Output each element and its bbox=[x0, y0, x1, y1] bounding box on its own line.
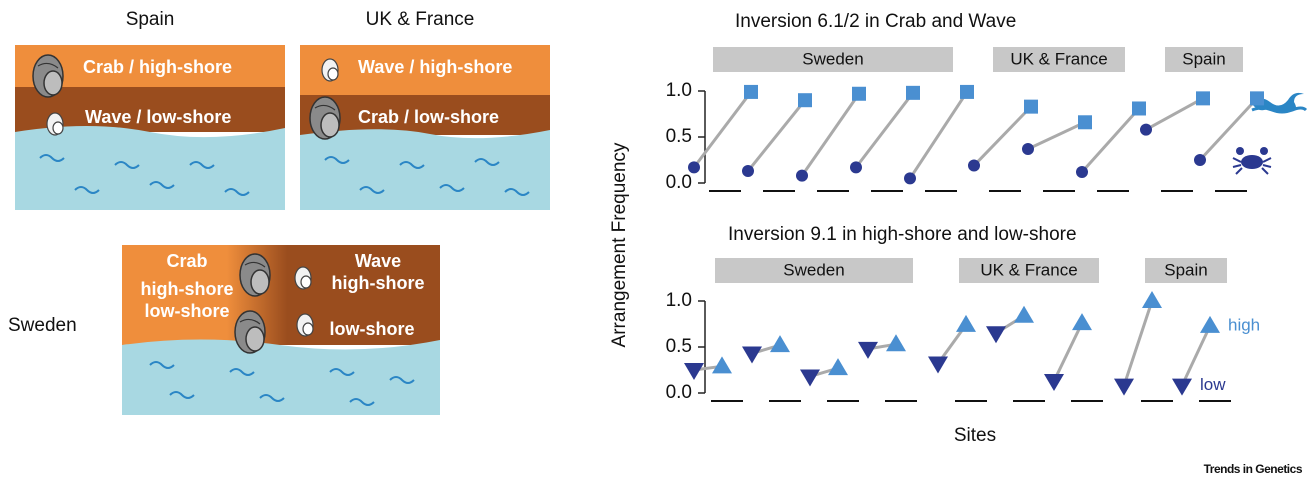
connector bbox=[1200, 98, 1257, 160]
connector bbox=[1054, 323, 1082, 381]
chart-title: Inversion 9.1 in high-shore and low-shor… bbox=[728, 224, 1077, 245]
data-point bbox=[986, 326, 1006, 343]
data-point bbox=[928, 357, 948, 374]
habitat-label: Crab / high-shore bbox=[83, 57, 232, 77]
habitat-label: Wave / high-shore bbox=[358, 57, 512, 77]
data-point bbox=[960, 85, 974, 99]
data-point bbox=[1196, 91, 1210, 105]
data-point bbox=[1200, 316, 1220, 333]
connector bbox=[974, 107, 1031, 166]
data-point bbox=[770, 335, 790, 352]
habitat-label: Wave bbox=[355, 251, 401, 271]
data-point bbox=[956, 315, 976, 332]
connector bbox=[748, 100, 805, 171]
connector bbox=[1124, 301, 1152, 386]
data-point bbox=[1172, 379, 1192, 396]
data-point bbox=[1142, 291, 1162, 308]
habitat-label: Crab bbox=[166, 251, 207, 271]
connector bbox=[1146, 98, 1203, 129]
spain-panel: Spain Crab / high-shore Wave / low-shore bbox=[15, 9, 285, 210]
data-point bbox=[1024, 100, 1038, 114]
data-point bbox=[744, 85, 758, 99]
sweden-panel: Sweden Crab high-shore low-shore Wave hi… bbox=[8, 245, 440, 415]
x-axis-label: Sites bbox=[954, 425, 996, 446]
panel-title: Sweden bbox=[8, 315, 77, 336]
y-tick-label: 1.0 bbox=[666, 290, 692, 311]
habitat-label: Crab / low-shore bbox=[358, 107, 499, 127]
data-point bbox=[712, 356, 732, 373]
connector bbox=[910, 92, 967, 178]
data-point bbox=[852, 87, 866, 101]
y-tick-label: 0.0 bbox=[666, 382, 692, 403]
data-point bbox=[906, 86, 920, 100]
group-label: Sweden bbox=[783, 260, 844, 279]
y-axis-label: Arrangement Frequency bbox=[609, 142, 630, 347]
habitat-label: low-shore bbox=[144, 301, 229, 321]
data-point bbox=[850, 161, 862, 173]
data-point bbox=[1022, 143, 1034, 155]
data-point bbox=[1044, 374, 1064, 391]
group-label: Spain bbox=[1182, 49, 1225, 68]
data-point bbox=[688, 161, 700, 173]
chart-title: Inversion 6.1/2 in Crab and Wave bbox=[735, 11, 1016, 32]
legend-label: high bbox=[1228, 315, 1260, 334]
connector bbox=[856, 93, 913, 168]
data-point bbox=[684, 363, 704, 380]
connector bbox=[694, 92, 751, 167]
data-point bbox=[1132, 101, 1146, 115]
y-tick-label: 1.0 bbox=[666, 80, 692, 101]
habitat-label: low-shore bbox=[329, 319, 414, 339]
connector bbox=[1028, 122, 1085, 149]
data-point bbox=[968, 160, 980, 172]
data-point bbox=[1114, 379, 1134, 396]
data-point bbox=[800, 369, 820, 386]
data-point bbox=[1014, 306, 1034, 323]
uk-france-panel: UK & France Wave / high-shore Crab / low… bbox=[300, 9, 550, 210]
group-label: Sweden bbox=[802, 49, 863, 68]
legend-label: low bbox=[1200, 375, 1226, 394]
habitat-label: high-shore bbox=[141, 279, 234, 299]
group-label: Spain bbox=[1164, 260, 1207, 279]
y-tick-label: 0.0 bbox=[666, 172, 692, 193]
data-point bbox=[1250, 91, 1264, 105]
data-point bbox=[1194, 154, 1206, 166]
data-point bbox=[742, 165, 754, 177]
credit: Trends in Genetics bbox=[1204, 462, 1303, 476]
panel-title: Spain bbox=[126, 9, 175, 30]
data-point bbox=[1140, 124, 1152, 136]
figure: Spain Crab / high-shore Wave / low-shore… bbox=[0, 0, 1308, 483]
habitat-label: Wave / low-shore bbox=[85, 107, 231, 127]
group-label: UK & France bbox=[1010, 49, 1107, 68]
data-point bbox=[858, 342, 878, 359]
data-point bbox=[742, 346, 762, 363]
group-label: UK & France bbox=[980, 260, 1077, 279]
data-point bbox=[904, 172, 916, 184]
data-point bbox=[1076, 166, 1088, 178]
habitat-label: high-shore bbox=[332, 273, 425, 293]
crab-icon bbox=[1233, 147, 1271, 174]
y-tick-label: 0.5 bbox=[666, 126, 692, 147]
data-point bbox=[886, 334, 906, 351]
data-point bbox=[796, 170, 808, 182]
data-point bbox=[828, 358, 848, 375]
data-point bbox=[798, 93, 812, 107]
panel-title: UK & France bbox=[366, 9, 475, 30]
data-point bbox=[1072, 313, 1092, 330]
data-point bbox=[1078, 115, 1092, 129]
y-tick-label: 0.5 bbox=[666, 336, 692, 357]
